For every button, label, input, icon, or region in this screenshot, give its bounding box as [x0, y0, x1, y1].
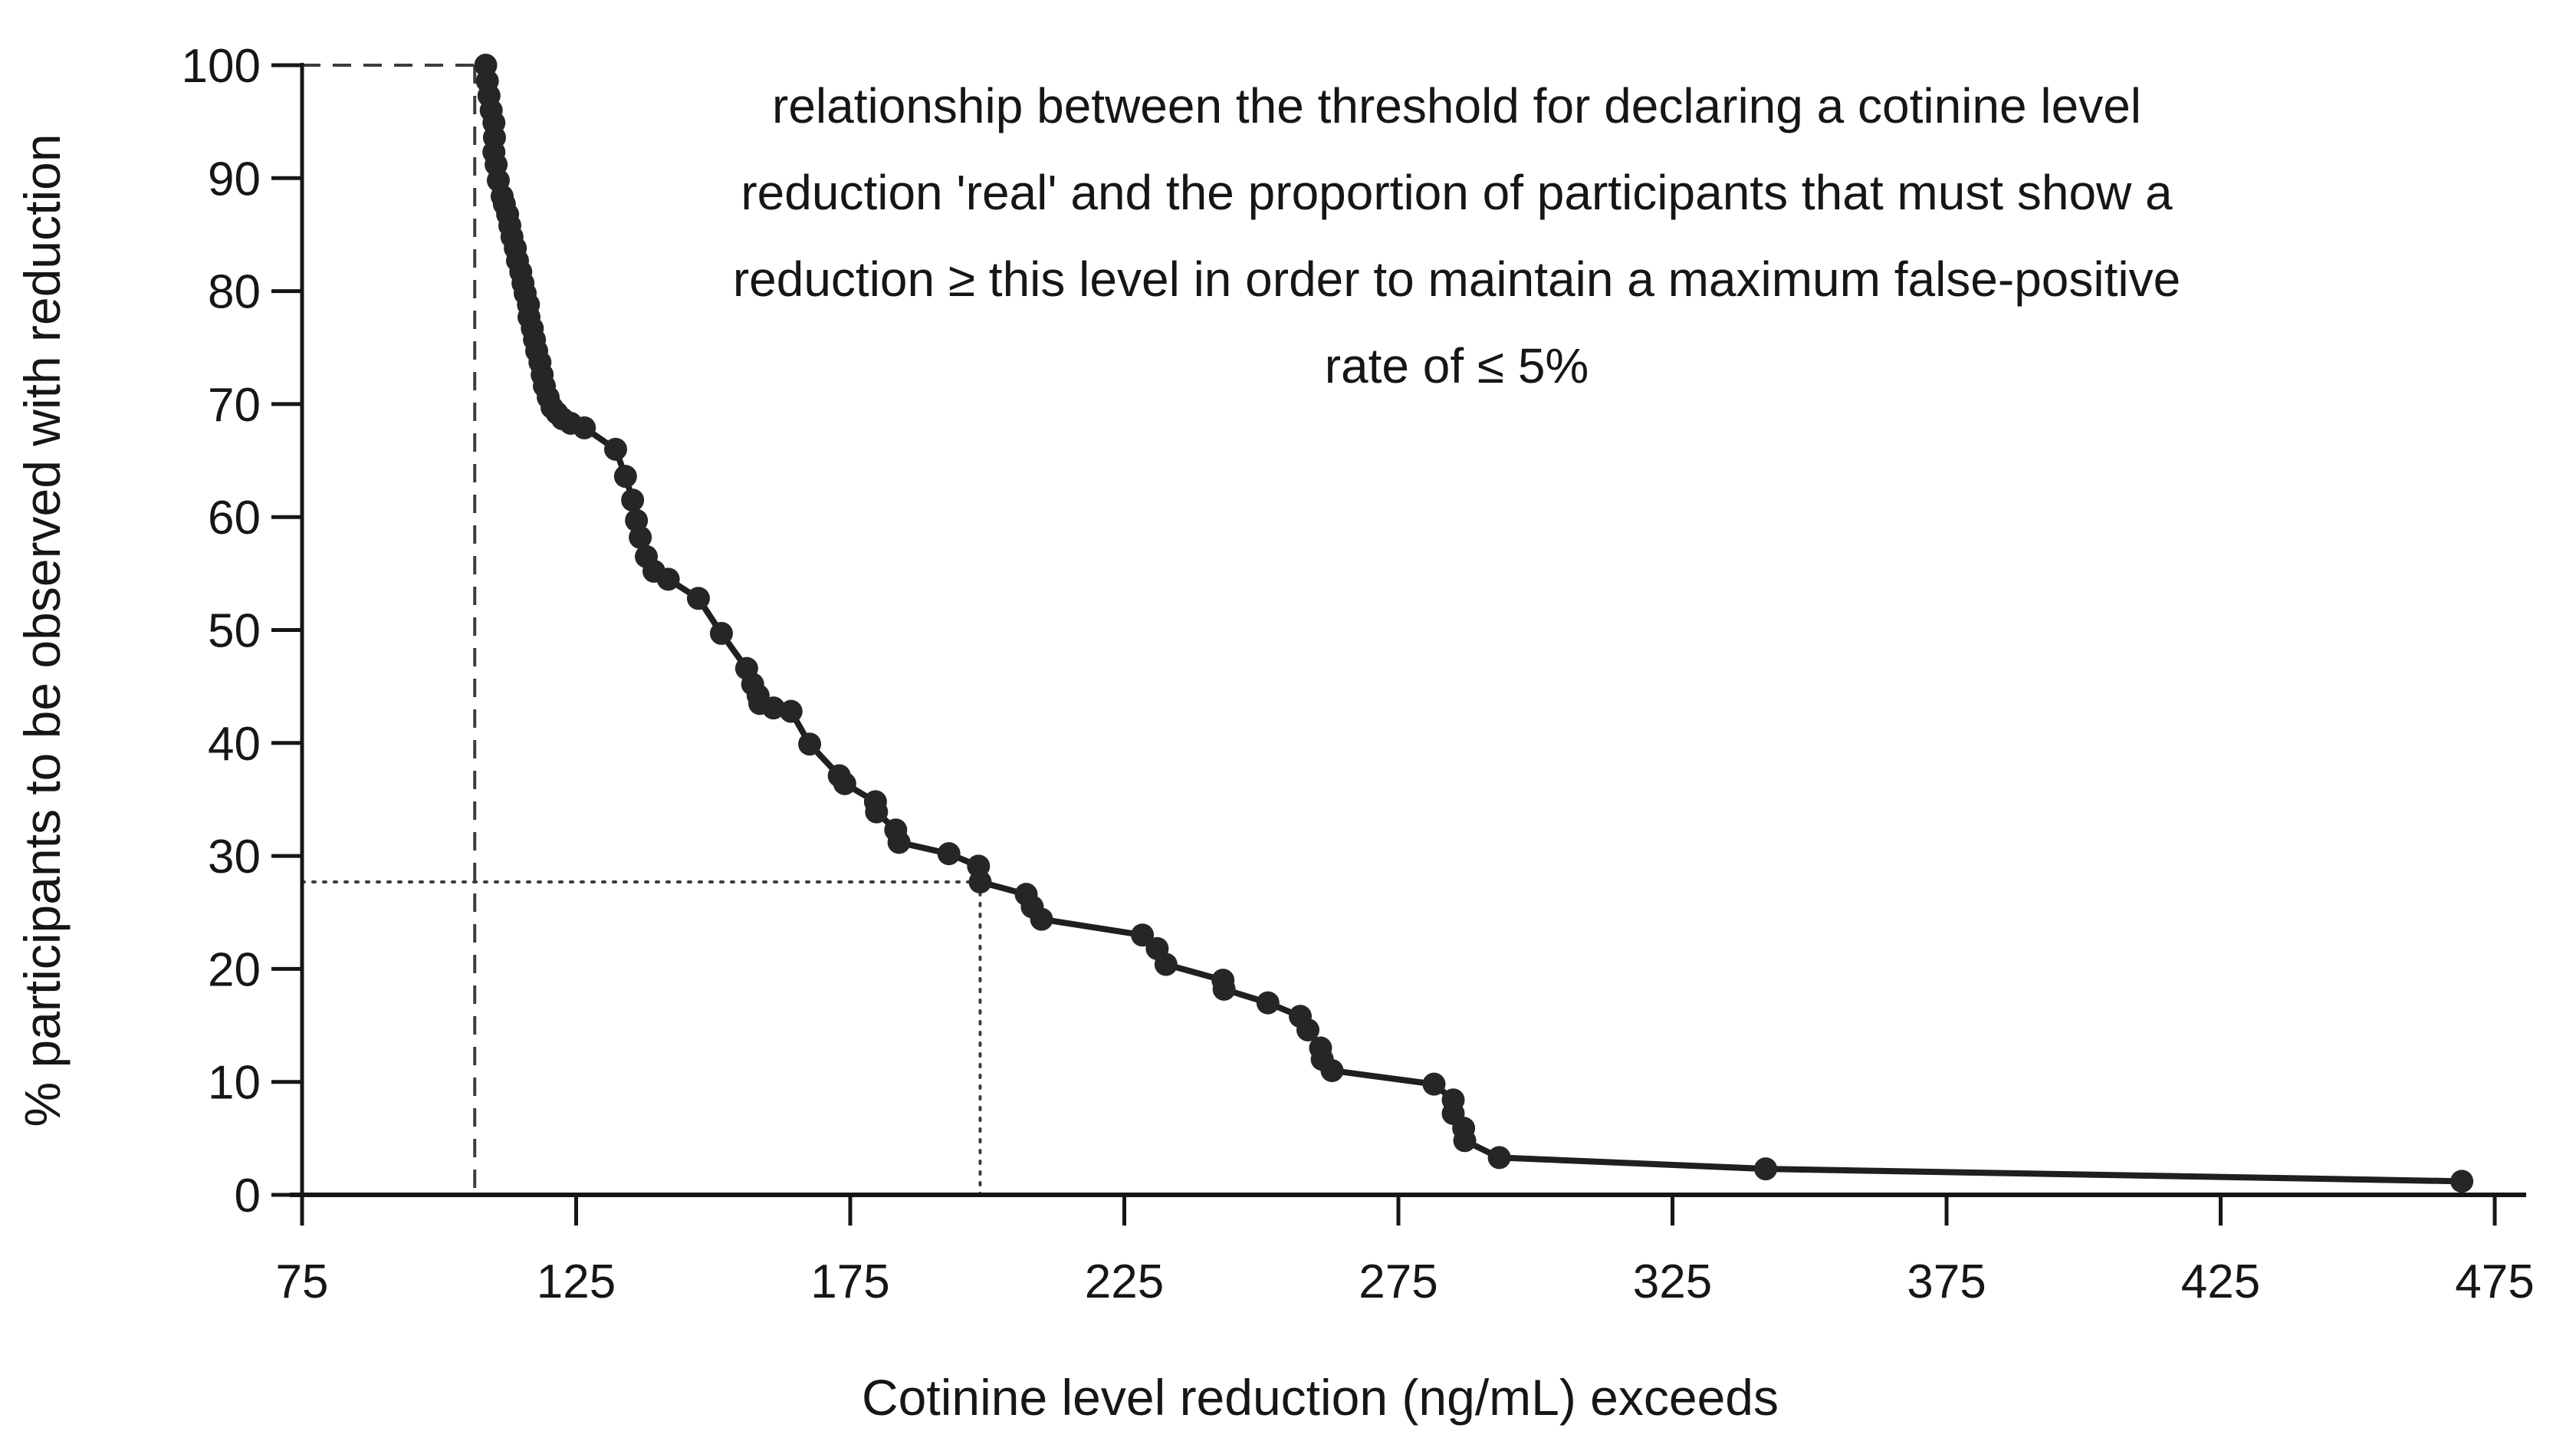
data-point [1256, 991, 1280, 1015]
x-axis-tick-labels: 75 125 175 225 275 325 375 425 475 [276, 1255, 2535, 1308]
x-axis-tick-label: 75 [276, 1255, 329, 1308]
data-point [1030, 907, 1053, 931]
y-axis-title: % participants to be observed with reduc… [14, 133, 71, 1127]
x-axis-title: Cotinine level reduction (ng/mL) exceeds [862, 1369, 1779, 1426]
y-axis-tick-label: 10 [208, 1057, 261, 1110]
y-axis-tick-label: 80 [208, 266, 261, 319]
x-axis-tick-label: 275 [1359, 1255, 1438, 1308]
x-axis-tick-label: 325 [1633, 1255, 1712, 1308]
data-point [1212, 977, 1236, 1001]
data-point [1320, 1058, 1344, 1082]
y-axis-tick-label: 70 [208, 379, 261, 432]
data-point [1754, 1157, 1778, 1181]
data-point [833, 772, 856, 795]
x-axis-tick-label: 375 [1907, 1255, 1986, 1308]
y-axis-tick-label: 20 [208, 943, 261, 996]
data-point [937, 842, 961, 866]
chart-title-line-1: relationship between the threshold for d… [772, 78, 2141, 133]
data-point [1487, 1146, 1511, 1170]
y-axis-tick-label: 60 [208, 492, 261, 545]
x-axis-tick-label: 425 [2181, 1255, 2260, 1308]
data-point [686, 587, 710, 610]
data-point [656, 568, 680, 591]
data-point [968, 870, 992, 893]
data-point [761, 696, 785, 720]
data-point [865, 800, 889, 824]
data-point [573, 416, 596, 439]
data-point [621, 489, 645, 512]
y-axis-tick-label: 100 [182, 40, 261, 93]
data-point [1296, 1018, 1320, 1041]
x-axis-tick-label: 475 [2455, 1255, 2534, 1308]
data-series [474, 54, 2474, 1193]
chart-title: relationship between the threshold for d… [733, 78, 2180, 393]
x-axis-tick-label: 225 [1085, 1255, 1164, 1308]
x-axis-tick-label: 175 [810, 1255, 889, 1308]
data-point [1131, 923, 1155, 947]
data-point [1453, 1129, 1477, 1153]
y-axis-tick-label: 40 [208, 718, 261, 771]
data-point [779, 699, 803, 723]
data-point [603, 437, 627, 461]
data-point [613, 465, 637, 489]
y-axis-tick-label: 30 [208, 831, 261, 883]
y-axis-tick-label: 50 [208, 605, 261, 658]
data-point [629, 525, 652, 549]
data-point [709, 621, 733, 645]
data-point [1422, 1072, 1446, 1096]
chart-title-line-2: reduction 'real' and the proportion of p… [741, 165, 2173, 220]
data-point [887, 831, 911, 854]
data-point [1154, 953, 1178, 976]
y-axis-tick-label: 90 [208, 153, 261, 206]
x-axis-tick-label: 125 [537, 1255, 616, 1308]
chart-title-line-4: rate of ≤ 5% [1325, 338, 1589, 393]
axes [271, 63, 2526, 1226]
series-connecting-line [482, 62, 2466, 1185]
data-point [2450, 1170, 2474, 1193]
y-axis-tick-label: 0 [235, 1170, 261, 1222]
chart-title-line-3: reduction ≥ this level in order to maint… [733, 252, 2180, 307]
reference-lines [301, 64, 982, 1196]
data-point [798, 732, 822, 756]
y-axis-tick-labels: 0 10 20 30 40 50 60 70 80 90 100 [182, 40, 261, 1222]
